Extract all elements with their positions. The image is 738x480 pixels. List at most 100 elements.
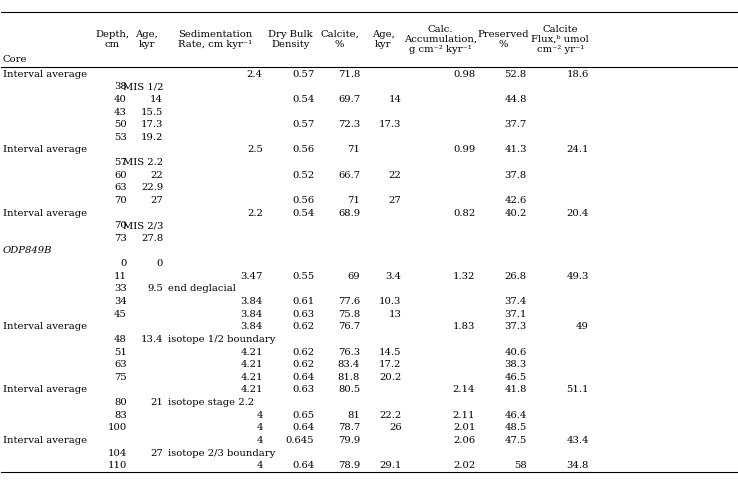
Text: 22.2: 22.2 (379, 411, 401, 420)
Text: 66.7: 66.7 (338, 171, 360, 180)
Text: 40.2: 40.2 (505, 209, 527, 217)
Text: 13.4: 13.4 (141, 335, 163, 344)
Text: 0: 0 (156, 259, 163, 268)
Text: 76.3: 76.3 (338, 348, 360, 357)
Text: 3.84: 3.84 (241, 297, 263, 306)
Text: 63: 63 (114, 360, 127, 369)
Text: 18.6: 18.6 (567, 70, 589, 79)
Text: 58: 58 (514, 461, 527, 470)
Text: 0.54: 0.54 (292, 209, 314, 217)
Text: 3.4: 3.4 (385, 272, 401, 281)
Text: isotope 2/3 boundary: isotope 2/3 boundary (168, 449, 275, 457)
Text: 0.64: 0.64 (292, 461, 314, 470)
Text: 0.57: 0.57 (292, 120, 314, 129)
Text: 4: 4 (256, 411, 263, 420)
Text: Preserved
%: Preserved % (477, 30, 529, 49)
Text: isotope stage 2.2: isotope stage 2.2 (168, 398, 255, 407)
Text: 13: 13 (389, 310, 401, 319)
Text: 0.65: 0.65 (292, 411, 314, 420)
Text: ODP849B: ODP849B (3, 247, 52, 255)
Text: 0.56: 0.56 (292, 145, 314, 155)
Text: 57: 57 (114, 158, 127, 167)
Text: 63: 63 (114, 183, 127, 192)
Text: 9.5: 9.5 (147, 284, 163, 293)
Text: 14: 14 (150, 95, 163, 104)
Text: 0.57: 0.57 (292, 70, 314, 79)
Text: 1.83: 1.83 (453, 322, 475, 331)
Text: 34.8: 34.8 (567, 461, 589, 470)
Text: 48: 48 (114, 335, 127, 344)
Text: 81.8: 81.8 (338, 373, 360, 382)
Text: isotope 1/2 boundary: isotope 1/2 boundary (168, 335, 275, 344)
Text: 3.84: 3.84 (241, 322, 263, 331)
Text: 38: 38 (114, 82, 127, 91)
Text: 100: 100 (108, 423, 127, 432)
Text: 21: 21 (151, 398, 163, 407)
Text: 3.47: 3.47 (241, 272, 263, 281)
Text: 79.9: 79.9 (338, 436, 360, 445)
Text: 38.3: 38.3 (505, 360, 527, 369)
Text: 78.7: 78.7 (338, 423, 360, 432)
Text: 37.1: 37.1 (505, 310, 527, 319)
Text: 110: 110 (108, 461, 127, 470)
Text: 2.11: 2.11 (453, 411, 475, 420)
Text: Age,
kyr: Age, kyr (136, 30, 158, 49)
Text: 4.21: 4.21 (241, 360, 263, 369)
Text: end deglacial: end deglacial (168, 284, 236, 293)
Text: Core: Core (3, 55, 27, 64)
Text: 4.21: 4.21 (241, 373, 263, 382)
Text: 104: 104 (108, 449, 127, 457)
Text: Interval average: Interval average (3, 145, 87, 155)
Text: 40: 40 (114, 95, 127, 104)
Text: Interval average: Interval average (3, 385, 87, 395)
Text: 37.4: 37.4 (505, 297, 527, 306)
Text: 2.2: 2.2 (246, 209, 263, 217)
Text: 77.6: 77.6 (338, 297, 360, 306)
Text: 27: 27 (389, 196, 401, 205)
Text: 15.5: 15.5 (141, 108, 163, 117)
Text: 0.64: 0.64 (292, 373, 314, 382)
Text: 0.63: 0.63 (292, 385, 314, 395)
Text: 81: 81 (348, 411, 360, 420)
Text: Interval average: Interval average (3, 70, 87, 79)
Text: Interval average: Interval average (3, 322, 87, 331)
Text: 41.3: 41.3 (505, 145, 527, 155)
Text: 0: 0 (120, 259, 127, 268)
Text: Calc.
Accumulation,
g cm⁻² kyr⁻¹: Calc. Accumulation, g cm⁻² kyr⁻¹ (404, 24, 477, 55)
Text: Calcite,
%: Calcite, % (320, 30, 359, 49)
Text: MIS 2/3: MIS 2/3 (123, 221, 163, 230)
Text: 52.8: 52.8 (505, 70, 527, 79)
Text: 69: 69 (348, 272, 360, 281)
Text: 4: 4 (256, 461, 263, 470)
Text: 1.32: 1.32 (453, 272, 475, 281)
Text: 0.98: 0.98 (453, 70, 475, 79)
Text: 2.01: 2.01 (453, 423, 475, 432)
Text: 70: 70 (114, 221, 127, 230)
Text: 51.1: 51.1 (567, 385, 589, 395)
Text: 27: 27 (151, 449, 163, 457)
Text: 0.62: 0.62 (292, 322, 314, 331)
Text: 71: 71 (348, 196, 360, 205)
Text: Calcite
Flux,ᵇ umol
cm⁻² yr⁻¹: Calcite Flux,ᵇ umol cm⁻² yr⁻¹ (531, 24, 589, 55)
Text: 49.3: 49.3 (567, 272, 589, 281)
Text: 26: 26 (389, 423, 401, 432)
Text: 17.3: 17.3 (141, 120, 163, 129)
Text: 48.5: 48.5 (505, 423, 527, 432)
Text: 76.7: 76.7 (338, 322, 360, 331)
Text: 0.55: 0.55 (292, 272, 314, 281)
Text: 60: 60 (114, 171, 127, 180)
Text: 4.21: 4.21 (241, 385, 263, 395)
Text: 83: 83 (114, 411, 127, 420)
Text: 73: 73 (114, 234, 127, 243)
Text: 0.61: 0.61 (292, 297, 314, 306)
Text: 41.8: 41.8 (505, 385, 527, 395)
Text: 0.64: 0.64 (292, 423, 314, 432)
Text: 22: 22 (151, 171, 163, 180)
Text: 2.5: 2.5 (246, 145, 263, 155)
Text: 80.5: 80.5 (338, 385, 360, 395)
Text: 42.6: 42.6 (505, 196, 527, 205)
Text: 3.84: 3.84 (241, 310, 263, 319)
Text: 0.62: 0.62 (292, 348, 314, 357)
Text: 49: 49 (576, 322, 589, 331)
Text: 46.4: 46.4 (505, 411, 527, 420)
